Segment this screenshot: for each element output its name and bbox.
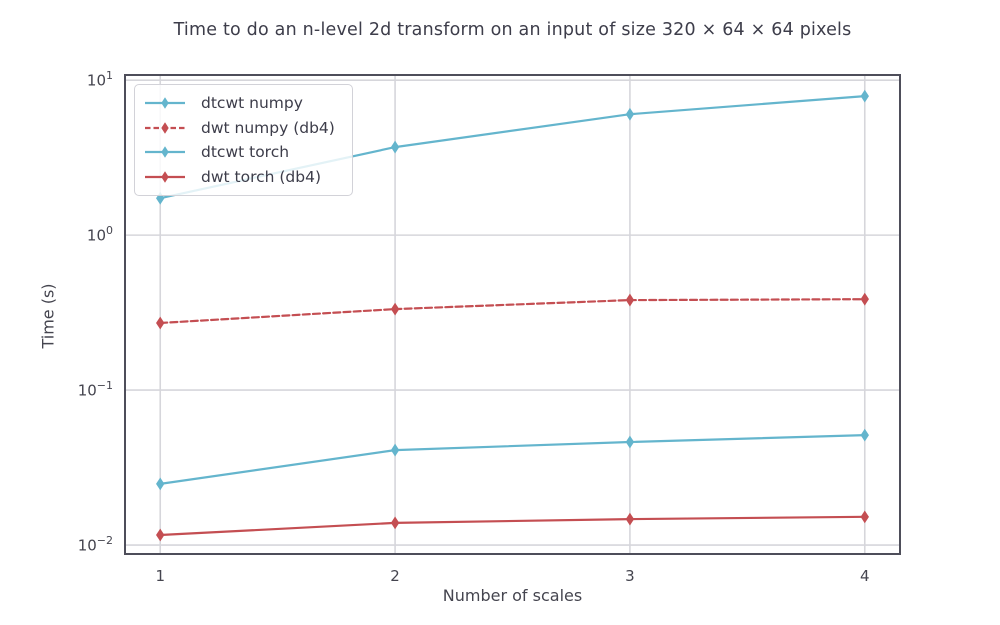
data-point-marker (390, 516, 400, 530)
legend-label: dwt torch (db4) (201, 167, 322, 186)
data-point-marker (860, 510, 869, 524)
series-line (159, 434, 866, 485)
series-dwt-numpy-db4 (156, 292, 869, 330)
data-point-marker (625, 293, 635, 307)
data-point-marker (860, 292, 869, 306)
series-line (159, 298, 866, 325)
series-dtcwt-torch (156, 428, 869, 491)
chart-title: Time to do an n-level 2d transform on an… (173, 20, 852, 40)
y-tick-label: 10−1 (78, 379, 113, 400)
gridlines (125, 75, 900, 554)
diamond-marker-icon (161, 170, 169, 183)
data-point-marker (860, 89, 869, 103)
y-tick-label: 101 (87, 69, 113, 90)
axes-frame (124, 74, 901, 555)
legend-line-sample (145, 97, 185, 110)
data-point-marker (625, 512, 635, 526)
legend-label: dtcwt numpy (201, 94, 303, 113)
data-point-marker (156, 477, 165, 491)
legend-line-sample (145, 121, 185, 134)
legend-item-dwt-numpy-db4: dwt numpy (db4) (144, 116, 342, 141)
legend-label: dtcwt torch (201, 143, 290, 162)
x-tick-label: 3 (625, 567, 635, 585)
data-point-marker (390, 443, 400, 457)
legend-label: dwt numpy (db4) (201, 118, 335, 137)
diamond-marker-icon (161, 146, 169, 159)
y-tick-label: 10−2 (78, 534, 113, 555)
data-point-marker (156, 528, 165, 542)
series-dwt-torch-db4 (156, 510, 869, 542)
legend-line-sample (145, 146, 185, 159)
data-point-marker (625, 435, 635, 449)
tick-labels: 1 2 3 4 101 100 10−1 10−2 (78, 69, 870, 585)
x-axis-label: Number of scales (442, 586, 583, 605)
legend-item-dwt-torch-db4: dwt torch (db4) (144, 165, 342, 190)
diamond-marker-icon (161, 97, 169, 110)
data-point-marker (860, 428, 869, 442)
data-point-marker (625, 107, 635, 121)
legend-item-dtcwt-torch: dtcwt torch (144, 140, 342, 165)
legend-item-dtcwt-numpy: dtcwt numpy (144, 91, 342, 116)
x-tick-label: 2 (390, 567, 400, 585)
data-point-marker (156, 316, 165, 330)
data-point-marker (390, 140, 400, 154)
x-tick-label: 4 (860, 567, 870, 585)
x-tick-label: 1 (155, 567, 165, 585)
legend: dtcwt numpy dwt numpy (db4) dtcwt torch dwt… (134, 84, 353, 196)
diamond-marker-icon (161, 121, 169, 134)
legend-line-sample (145, 170, 185, 183)
series-line (159, 515, 866, 537)
y-tick-label: 100 (87, 224, 113, 245)
data-point-marker (390, 302, 400, 316)
